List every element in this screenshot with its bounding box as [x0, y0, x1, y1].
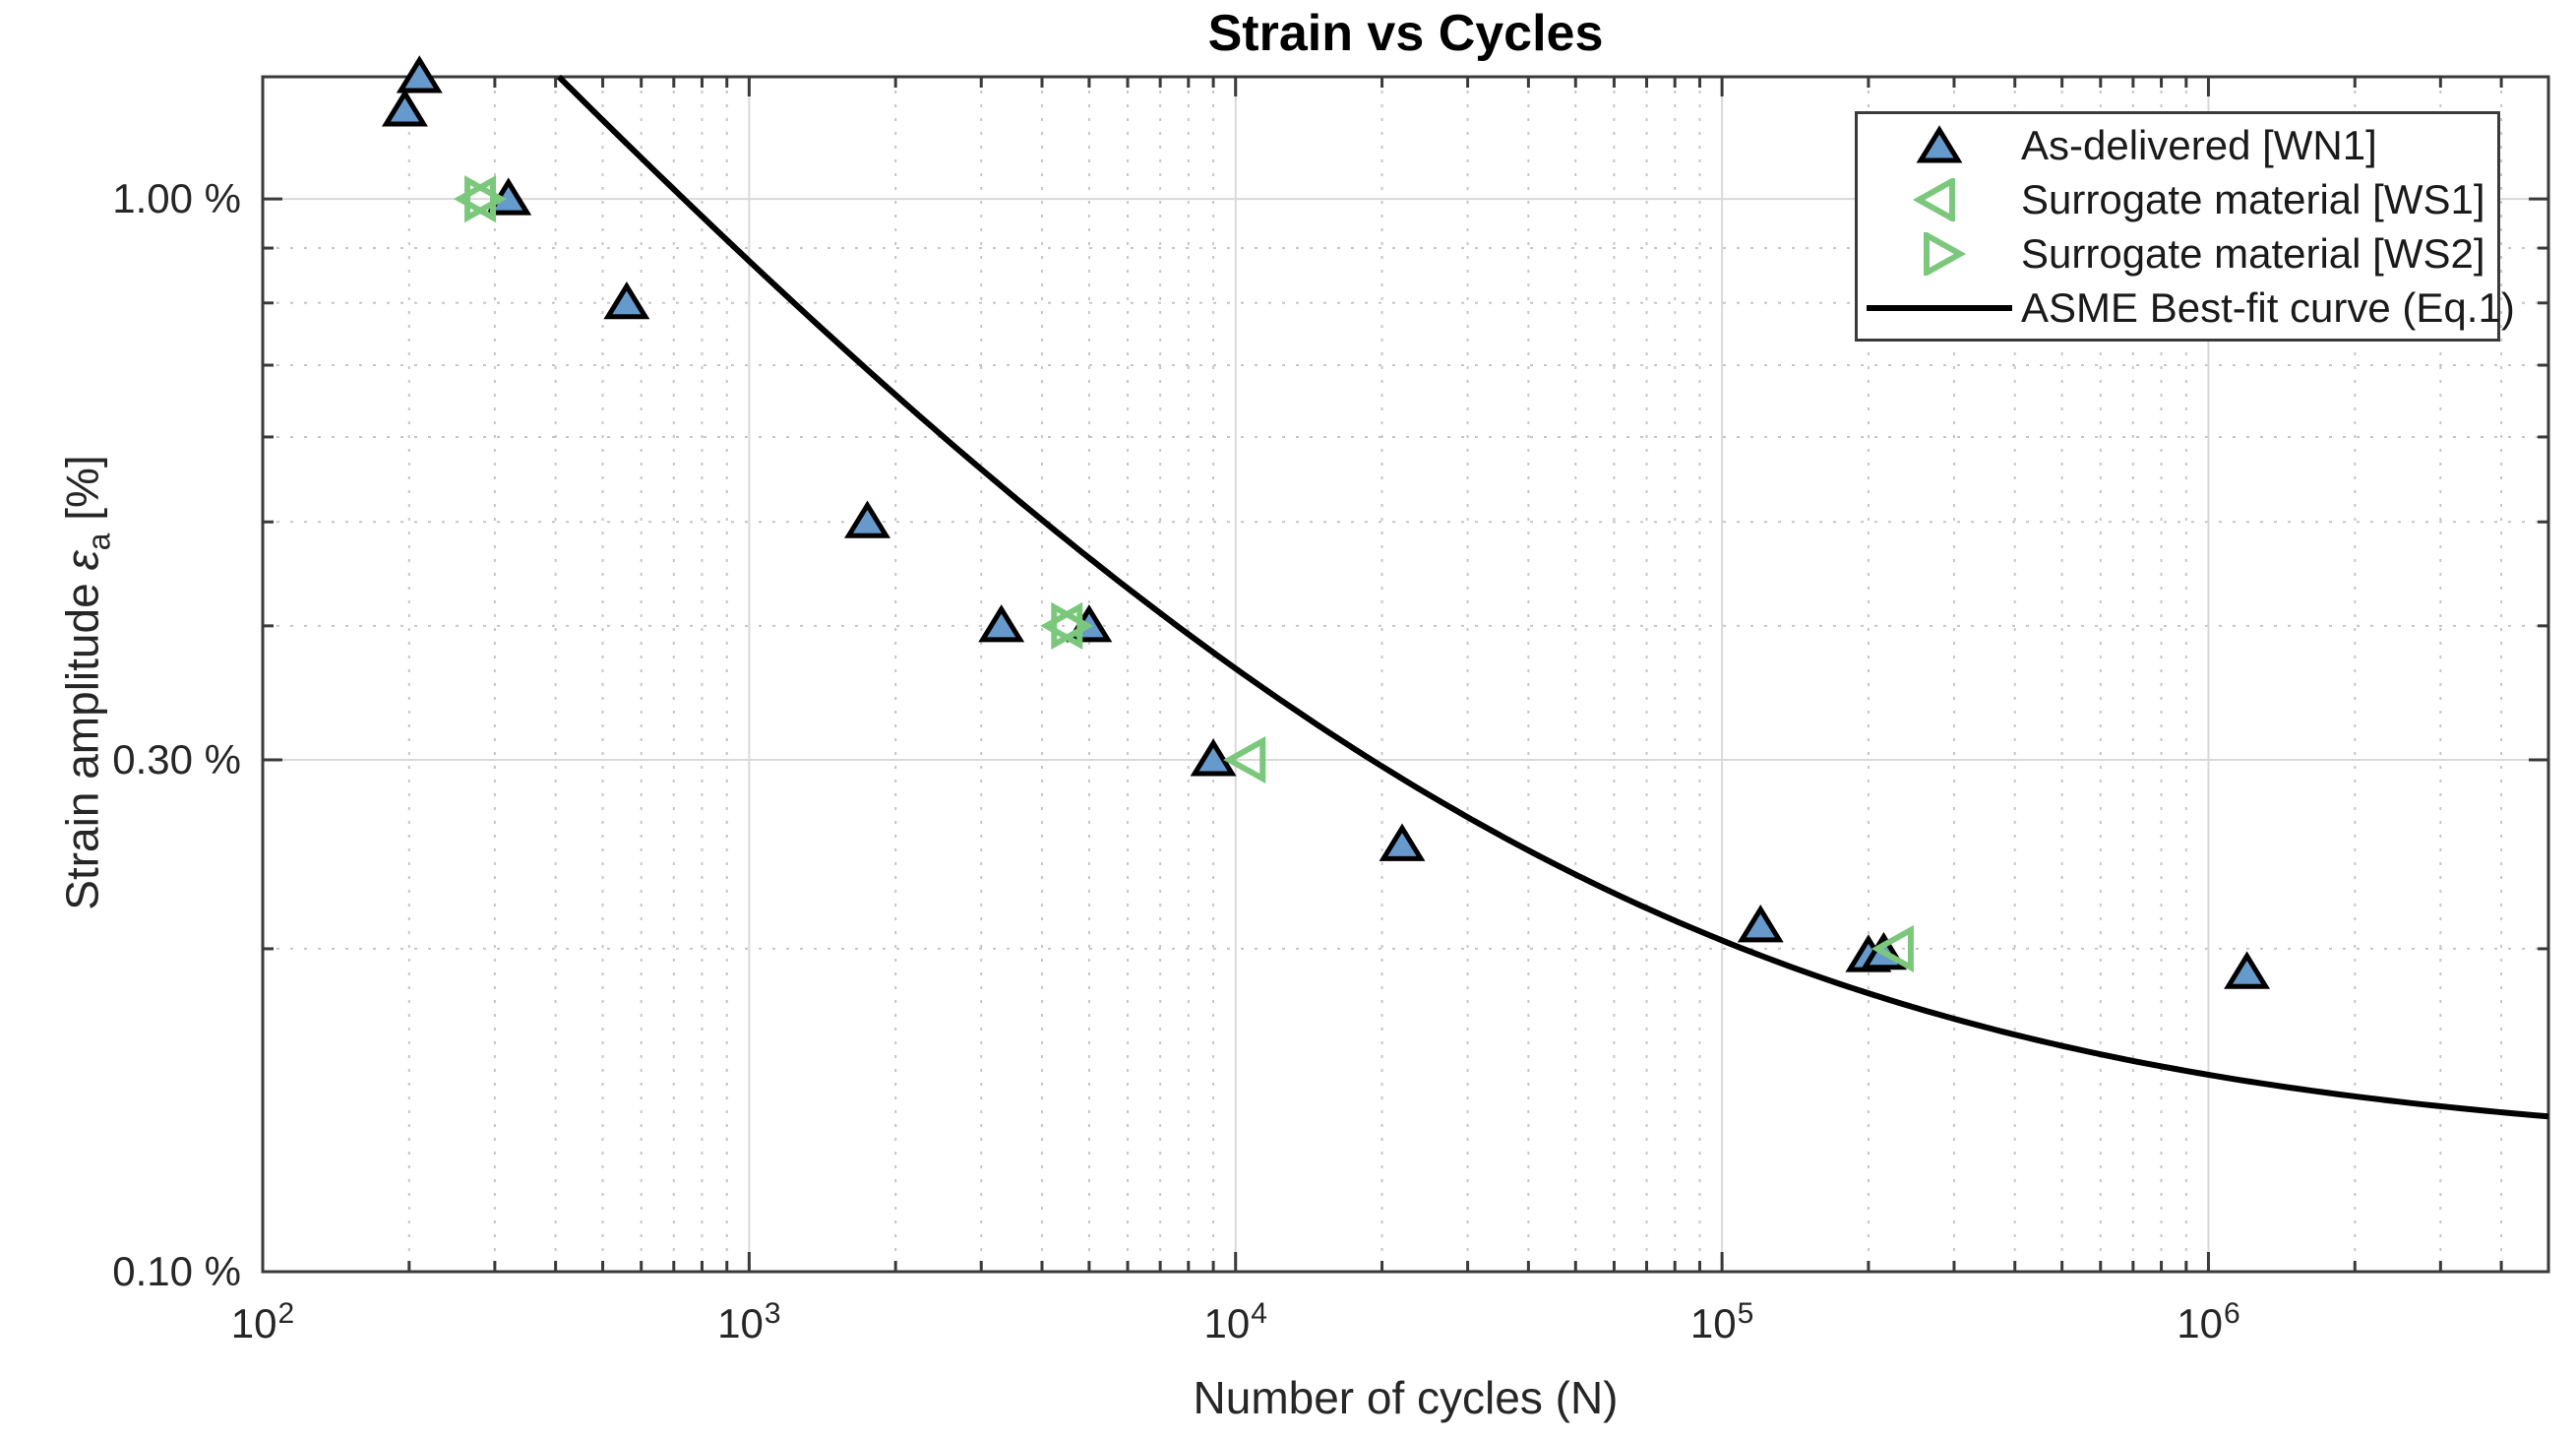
legend-row-surrogate-ws1: Surrogate material [WS1]: [1858, 173, 2497, 226]
data-point-marker: [396, 55, 443, 94]
best-fit-curve: [556, 74, 2549, 1120]
data-point-marker: [844, 500, 890, 538]
data-point-marker: [1737, 905, 1784, 943]
data-point-marker: [1223, 735, 1266, 784]
data-point-marker: [464, 175, 508, 223]
epsilon-symbol: ε: [56, 550, 108, 571]
data-point-marker: [1040, 601, 1083, 650]
triangle-left-icon: [1858, 177, 2021, 221]
x-tick-label: 106: [2177, 1297, 2240, 1346]
triangle-up-icon: [1858, 124, 2021, 167]
x-tick-label: 105: [1689, 1297, 1754, 1346]
chart-title: Strain vs Cycles: [1207, 5, 1604, 62]
y-axis-label-units: [%]: [56, 455, 108, 533]
data-point-marker: [603, 282, 650, 320]
legend-row-surrogate-ws2: Surrogate material [WS2]: [1858, 227, 2497, 281]
legend-row-as-delivered: As-delivered [WN1]: [1858, 119, 2497, 172]
data-point-marker: [1871, 924, 1914, 973]
y-tick-label: 0.30 %: [112, 736, 241, 783]
x-tick-label: 102: [230, 1297, 295, 1346]
legend: As-delivered [WN1] Surrogate material [W…: [1855, 111, 2515, 342]
data-point-marker: [2224, 951, 2271, 989]
legend-label: ASME Best-fit curve (Eq.1): [2021, 283, 2515, 331]
x-tick-label: 103: [717, 1297, 781, 1346]
epsilon-subscript: a: [81, 532, 117, 551]
data-point-marker: [978, 604, 1025, 643]
legend-row-asme-curve: ASME Best-fit curve (Eq.1): [1858, 282, 2515, 335]
x-tick-label: 104: [1203, 1297, 1267, 1346]
y-axis-label: Strain amplitude εa [%]: [56, 339, 118, 1028]
triangle-right-icon: [1858, 231, 2021, 276]
legend-label: Surrogate material [WS2]: [2021, 229, 2485, 277]
x-axis-label: Number of cycles (N): [1193, 1372, 1619, 1423]
data-point-marker: [453, 175, 497, 223]
curve-line-icon: [1858, 286, 2021, 330]
data-point-marker: [1190, 738, 1237, 777]
data-point-marker: [1051, 601, 1094, 650]
legend-label: As-delivered [WN1]: [2021, 121, 2377, 168]
axes-box: [261, 75, 2550, 1274]
data-point-marker: [382, 89, 428, 127]
y-tick-label: 1.00 %: [112, 175, 241, 222]
y-tick-label: 0.10 %: [112, 1248, 241, 1294]
legend-label: Surrogate material [WS1]: [2021, 175, 2485, 222]
data-point-marker: [1379, 823, 1426, 861]
